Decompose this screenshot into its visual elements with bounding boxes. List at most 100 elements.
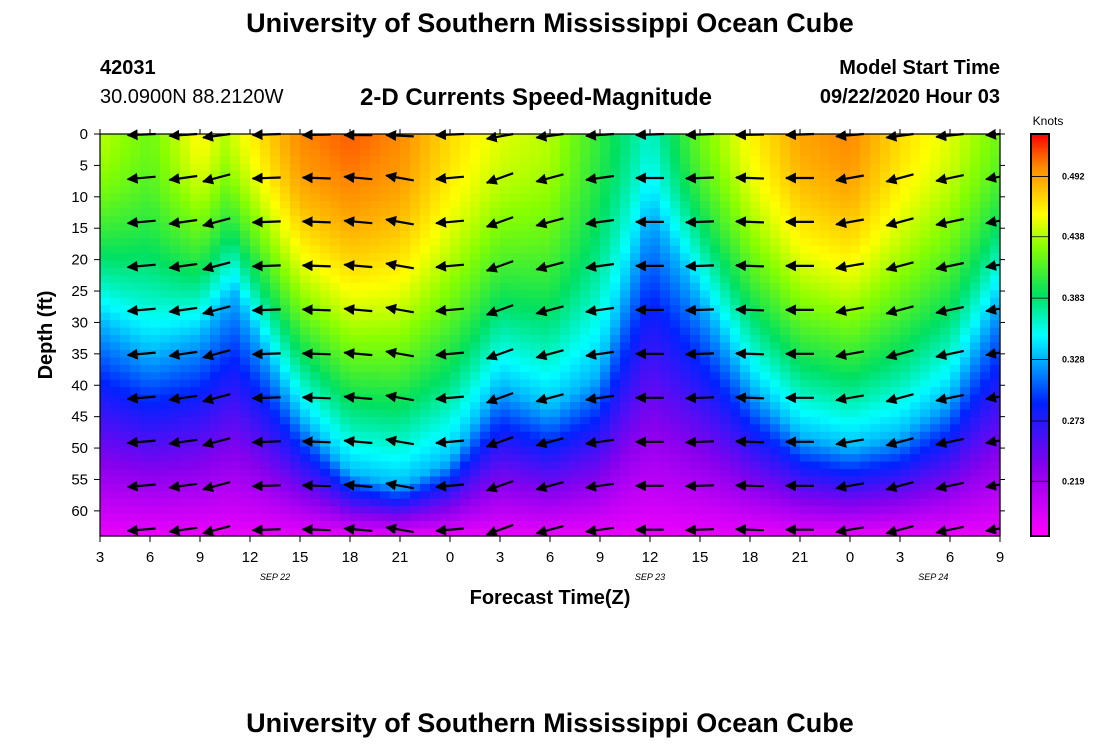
heat-cell [540, 521, 551, 530]
heat-cell [570, 506, 581, 515]
heat-cell [470, 163, 481, 172]
heat-cell [240, 208, 251, 217]
heat-cell [330, 416, 341, 425]
heat-cell [930, 357, 941, 366]
heat-cell [780, 521, 791, 530]
heat-cell [130, 320, 141, 329]
heat-cell [190, 349, 201, 358]
heat-cell [230, 312, 241, 321]
heat-cell [230, 223, 241, 232]
heat-cell [260, 387, 271, 396]
heat-cell [490, 208, 501, 217]
heat-cell [670, 461, 681, 470]
heat-cell [170, 521, 181, 530]
heat-cell [930, 394, 941, 403]
heat-cell [920, 469, 931, 478]
heat-cell [260, 409, 271, 418]
heat-cell [930, 327, 941, 336]
heat-cell [420, 506, 431, 515]
heat-cell [410, 461, 421, 470]
heat-cell [840, 282, 851, 291]
heat-cell [650, 178, 661, 187]
heat-cell [860, 245, 871, 254]
heat-cell [270, 238, 281, 247]
heat-cell [740, 312, 751, 321]
heat-cell [940, 201, 951, 210]
heat-cell [480, 297, 491, 306]
heat-cell [860, 260, 871, 269]
heat-cell [260, 223, 271, 232]
heat-cell [720, 268, 731, 277]
heat-cell [220, 431, 231, 440]
heat-cell [360, 491, 371, 500]
heat-cell [460, 513, 471, 522]
heat-cell [550, 409, 561, 418]
heat-cell [900, 208, 911, 217]
heat-cell [770, 268, 781, 277]
heat-cell [430, 416, 441, 425]
heat-cell [110, 208, 121, 217]
heat-cell [210, 201, 221, 210]
heat-cell [520, 528, 531, 537]
heat-cell [170, 253, 181, 262]
heat-cell [240, 402, 251, 411]
heat-cell [480, 230, 491, 239]
heat-cell [510, 290, 521, 299]
heat-cell [290, 141, 301, 150]
heat-cell [480, 394, 491, 403]
heat-cell [780, 223, 791, 232]
heat-cell [310, 476, 321, 485]
heat-cell [810, 223, 821, 232]
heat-cell [530, 387, 541, 396]
heat-cell [650, 402, 661, 411]
heat-cell [440, 327, 451, 336]
heat-cell [920, 476, 931, 485]
heat-cell [280, 245, 291, 254]
heat-cell [720, 506, 731, 515]
heat-cell [410, 223, 421, 232]
heat-cell [750, 439, 761, 448]
heat-cell [890, 498, 901, 507]
heat-cell [630, 275, 641, 284]
heat-cell [700, 506, 711, 515]
heat-cell [460, 528, 471, 537]
heat-cell [500, 297, 511, 306]
heat-cell [450, 290, 461, 299]
heat-cell [320, 342, 331, 351]
heat-cell [870, 327, 881, 336]
heat-cell [750, 446, 761, 455]
heat-cell [300, 379, 311, 388]
heat-cell [390, 186, 401, 195]
heat-cell [920, 253, 931, 262]
heat-cell [310, 171, 321, 180]
heat-cell [700, 230, 711, 239]
heat-cell [790, 506, 801, 515]
heat-cell [310, 156, 321, 165]
heat-cell [830, 297, 841, 306]
heat-cell [600, 327, 611, 336]
heat-cell [760, 409, 771, 418]
heat-cell [800, 357, 811, 366]
heat-cell [870, 230, 881, 239]
heat-cell [200, 461, 211, 470]
heat-cell [230, 335, 241, 344]
heat-cell [400, 141, 411, 150]
heat-cell [930, 245, 941, 254]
heat-cell [380, 238, 391, 247]
heat-cell [530, 513, 541, 522]
heat-cell [490, 230, 501, 239]
heat-cell [820, 134, 831, 143]
heat-cell [880, 424, 891, 433]
heat-cell [140, 513, 151, 522]
heat-cell [420, 498, 431, 507]
heat-cell [290, 282, 301, 291]
heat-cell [920, 230, 931, 239]
heat-cell [910, 156, 921, 165]
heat-cell [810, 357, 821, 366]
heat-cell [680, 253, 691, 262]
heat-cell [180, 245, 191, 254]
heat-cell [100, 178, 111, 187]
heat-cell [240, 461, 251, 470]
heat-cell [110, 171, 121, 180]
current-vector [485, 131, 514, 143]
